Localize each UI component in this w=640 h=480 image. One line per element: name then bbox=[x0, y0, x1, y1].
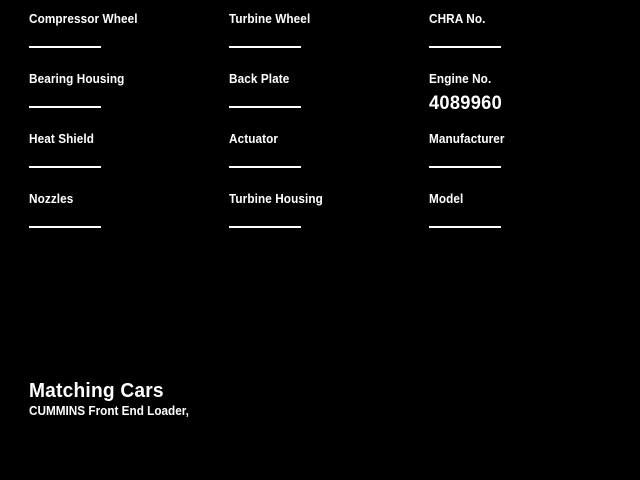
spec-field-actuator[interactable]: Actuator bbox=[229, 132, 419, 192]
field-blank-rule bbox=[229, 166, 301, 168]
field-label: Heat Shield bbox=[29, 132, 95, 146]
field-label: Turbine Housing bbox=[229, 192, 323, 206]
spec-field-compressor-wheel[interactable]: Compressor Wheel bbox=[29, 12, 219, 72]
matching-cars-section: Matching Cars CUMMINS Front End Loader, bbox=[29, 380, 589, 419]
spec-field-turbine-wheel[interactable]: Turbine Wheel bbox=[229, 12, 419, 72]
spec-field-nozzles[interactable]: Nozzles bbox=[29, 192, 219, 252]
field-label: Manufacturer bbox=[429, 132, 505, 146]
spec-field-turbine-housing[interactable]: Turbine Housing bbox=[229, 192, 419, 252]
matching-cars-entry: CUMMINS Front End Loader, bbox=[29, 404, 189, 418]
spec-sheet-grid: Compressor Wheel Bearing Housing Heat Sh… bbox=[29, 12, 619, 252]
field-label: Back Plate bbox=[229, 72, 290, 86]
field-label: Bearing Housing bbox=[29, 72, 125, 86]
spec-field-bearing-housing[interactable]: Bearing Housing bbox=[29, 72, 219, 132]
spec-field-back-plate[interactable]: Back Plate bbox=[229, 72, 419, 132]
field-value-engine-no: 4089960 bbox=[429, 93, 503, 114]
field-blank-rule bbox=[29, 226, 101, 228]
spec-field-model[interactable]: Model bbox=[429, 192, 619, 252]
field-blank-rule bbox=[229, 106, 301, 108]
field-blank-rule bbox=[29, 166, 101, 168]
field-blank-rule bbox=[429, 46, 501, 48]
spec-field-engine-no[interactable]: Engine No. 4089960 bbox=[429, 72, 619, 132]
field-label: Model bbox=[429, 192, 464, 206]
spec-field-chra-no[interactable]: CHRA No. bbox=[429, 12, 619, 72]
matching-cars-title: Matching Cars bbox=[29, 380, 164, 402]
field-label: Turbine Wheel bbox=[229, 12, 311, 26]
field-label: Actuator bbox=[229, 132, 279, 146]
field-label: Compressor Wheel bbox=[29, 12, 138, 26]
field-blank-rule bbox=[29, 46, 101, 48]
field-label: Engine No. bbox=[429, 72, 492, 86]
field-label: CHRA No. bbox=[429, 12, 486, 26]
field-blank-rule bbox=[229, 226, 301, 228]
spec-field-heat-shield[interactable]: Heat Shield bbox=[29, 132, 219, 192]
field-blank-rule bbox=[429, 226, 501, 228]
field-label: Nozzles bbox=[29, 192, 74, 206]
spec-field-manufacturer[interactable]: Manufacturer bbox=[429, 132, 619, 192]
field-blank-rule bbox=[429, 166, 501, 168]
field-blank-rule bbox=[29, 106, 101, 108]
field-blank-rule bbox=[229, 46, 301, 48]
